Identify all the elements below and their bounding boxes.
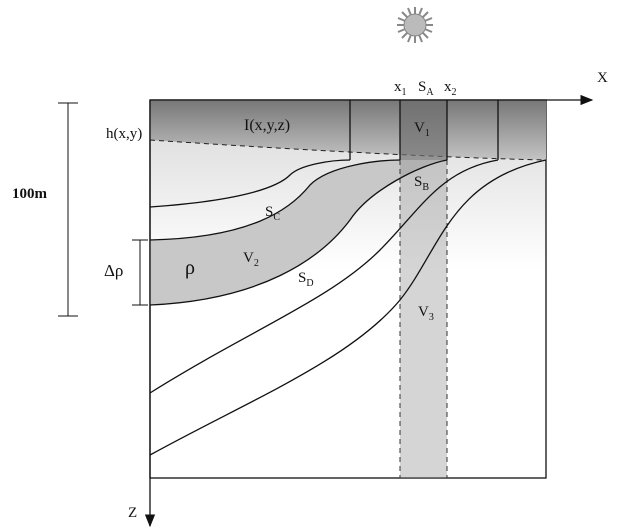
label-base: V: [414, 120, 425, 136]
sd-label: SD: [298, 270, 314, 289]
v2-label: V2: [243, 250, 259, 269]
v1-label: V1: [414, 120, 430, 139]
z-axis-label: Z: [128, 505, 137, 521]
label-base: S: [414, 174, 422, 190]
sb-label: SB: [414, 174, 429, 193]
layer-curves: [149, 159, 547, 456]
label-subscript: D: [306, 278, 313, 289]
sa-label: SA: [418, 79, 434, 98]
intensity-label: I(x,y,z): [244, 117, 290, 134]
x-axis-label: X: [597, 70, 608, 86]
column-walls: [349, 100, 499, 160]
column-dashes: [399, 160, 448, 478]
label-subscript: 1: [402, 87, 407, 98]
label-base: S: [265, 204, 273, 220]
column-top: [400, 100, 447, 160]
x2-label: x2: [444, 79, 457, 98]
label-base: S: [298, 270, 306, 286]
height-label: h(x,y): [106, 126, 142, 142]
label-subscript: 1: [425, 128, 430, 139]
label-subscript: C: [273, 212, 280, 223]
height-line: [149, 139, 547, 161]
density-step: Δρ: [104, 261, 123, 280]
v3-label: V3: [418, 304, 434, 323]
rho-label: ρ: [185, 257, 195, 279]
label-base: V: [418, 304, 429, 320]
label-base: x: [394, 79, 402, 95]
x1-label: x1: [394, 79, 407, 98]
sc-label: SC: [265, 204, 280, 223]
label-subscript: 2: [452, 87, 457, 98]
label-subscript: A: [426, 87, 434, 98]
label-subscript: 3: [429, 312, 434, 323]
label-subscript: B: [422, 182, 429, 193]
scale-length: 100m: [12, 186, 48, 202]
label-base: x: [444, 79, 452, 95]
label-base: V: [243, 250, 254, 266]
label-subscript: 2: [254, 258, 259, 269]
label-base: S: [418, 79, 426, 95]
scale-bar: [58, 102, 148, 317]
sun: [397, 7, 433, 43]
